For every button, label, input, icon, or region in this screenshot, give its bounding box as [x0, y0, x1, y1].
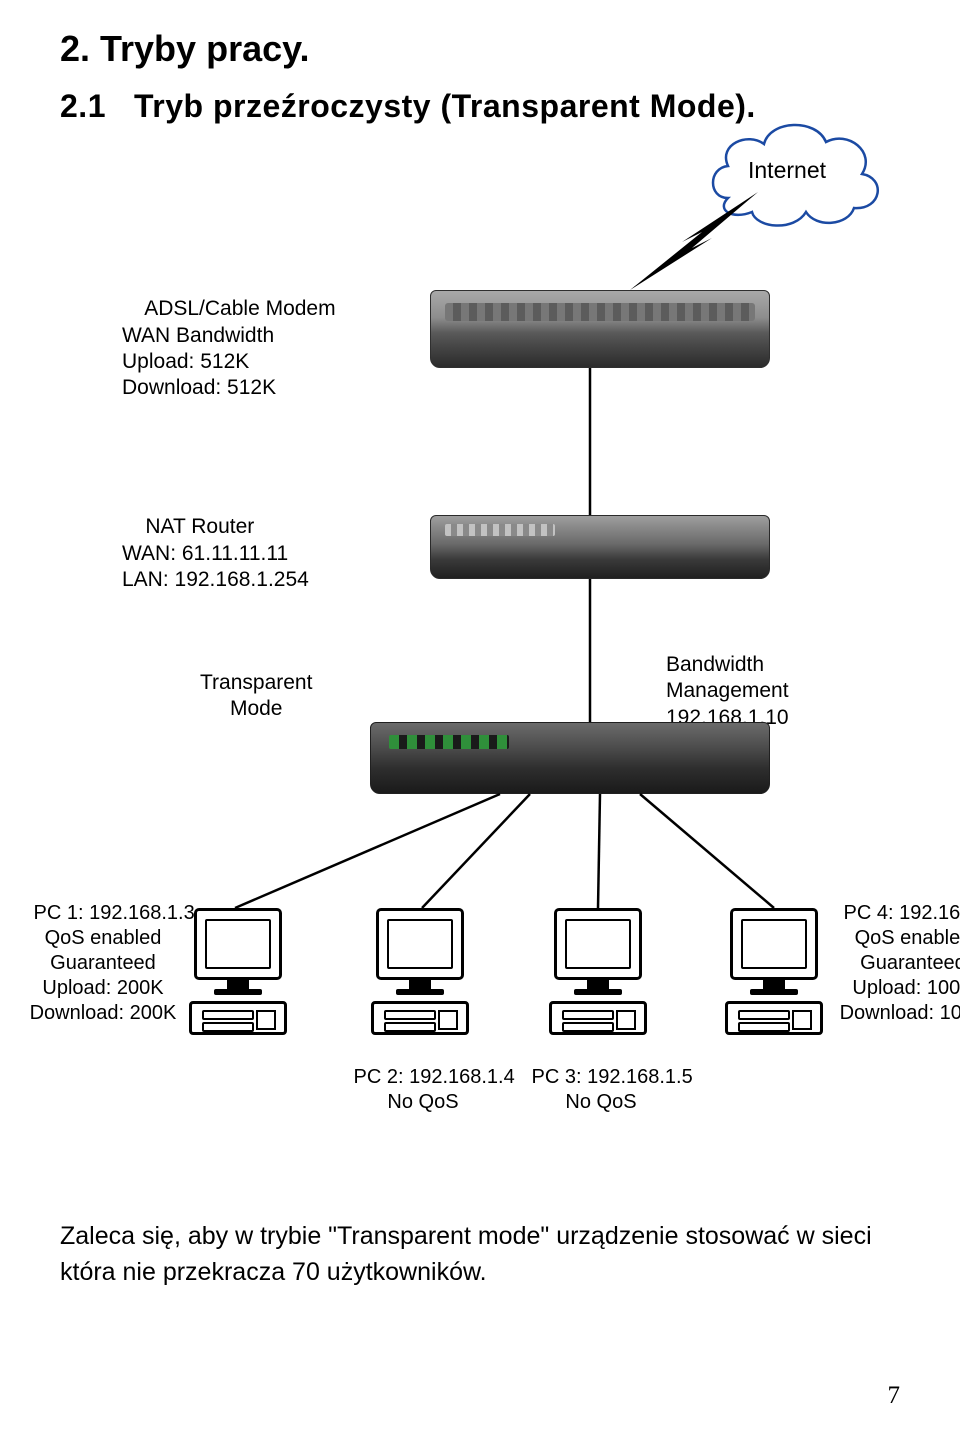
- pc-1-icon: [188, 908, 288, 1033]
- footer-paragraph: Zaleca się, aby w trybie "Transparent mo…: [60, 1218, 900, 1291]
- internet-label: Internet: [748, 156, 826, 185]
- pc1-l5: Download: 200K: [30, 1002, 177, 1024]
- pc-3-label: PC 3: 192.168.1.5 No QoS: [496, 1040, 706, 1140]
- pc1-l2: QoS enabled: [45, 927, 162, 949]
- router-l2: WAN: 61.11.11.11: [122, 542, 288, 565]
- router-l3: LAN: 192.168.1.254: [122, 568, 309, 591]
- modem-l2: WAN Bandwidth: [122, 324, 274, 347]
- pc4-l2: QoS enabled: [855, 927, 960, 949]
- nat-router-device-icon: [430, 515, 770, 579]
- pc3-l1: PC 3: 192.168.1.5: [532, 1066, 693, 1088]
- pc1-l3: Guaranteed: [50, 952, 156, 974]
- link-modem-router: [588, 368, 592, 516]
- pc4-l1: PC 4: 192.168.1.6: [844, 902, 960, 924]
- pc3-l2: No QoS: [565, 1091, 636, 1113]
- transparent-mode-label: Transparent Mode: [200, 670, 312, 723]
- pc-4-icon: [724, 908, 824, 1033]
- heading-2-number: 2.1: [60, 88, 106, 125]
- pc2-l1: PC 2: 192.168.1.4: [354, 1066, 515, 1088]
- pc4-l4: Upload: 100K: [852, 977, 960, 999]
- pc-2-icon: [370, 908, 470, 1033]
- modem-device-icon: [430, 290, 770, 368]
- modem-l4: Download: 512K: [122, 376, 276, 399]
- heading-1: 2. Tryby pracy.: [60, 28, 309, 70]
- nat-router-label: NAT Router WAN: 61.11.11.11 LAN: 192.168…: [122, 488, 309, 619]
- bandwidth-mgmt-device-icon: [370, 722, 770, 794]
- link-router-bm: [588, 579, 592, 723]
- pc1-l1: PC 1: 192.168.1.3: [34, 902, 195, 924]
- pc4-l5: Download: 100K: [840, 1002, 960, 1024]
- modem-l1: ADSL/Cable Modem: [144, 297, 335, 320]
- heading-2-text: Tryb przeźroczysty (Transparent Mode).: [134, 88, 756, 124]
- pc1-l4: Upload: 200K: [42, 977, 163, 999]
- pc-4-label: PC 4: 192.168.1.6 QoS enabled Guaranteed…: [818, 876, 960, 1051]
- heading-2: 2.1 Tryb przeźroczysty (Transparent Mode)…: [60, 88, 756, 125]
- pc4-l3: Guaranteed: [860, 952, 960, 974]
- pc-3-icon: [548, 908, 648, 1033]
- pc-1-label: PC 1: 192.168.1.3 QoS enabled Guaranteed…: [8, 876, 198, 1051]
- page-number: 7: [888, 1382, 901, 1410]
- pc2-l2: No QoS: [387, 1091, 458, 1113]
- modem-label: ADSL/Cable Modem WAN Bandwidth Upload: 5…: [122, 270, 336, 428]
- bandwidth-mgmt-label: Bandwidth Management 192.168.1.10: [666, 652, 789, 731]
- modem-l3: Upload: 512K: [122, 350, 249, 373]
- network-diagram: Internet ADSL/Cable Modem WAN Bandwidth …: [70, 170, 890, 1170]
- router-l1: NAT Router: [145, 515, 254, 538]
